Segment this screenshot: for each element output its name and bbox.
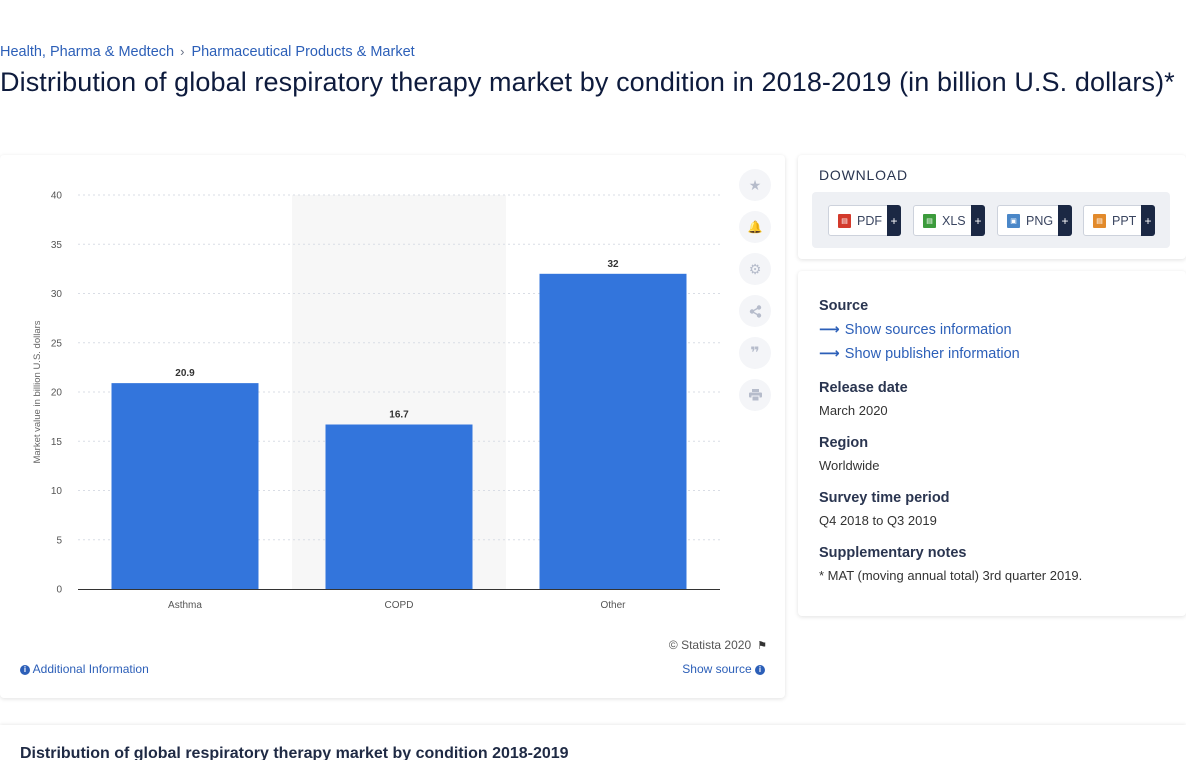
show-sources-label: Show sources information bbox=[844, 322, 1012, 338]
download-xls-label: XLS bbox=[942, 213, 966, 228]
info-icon: i bbox=[20, 664, 30, 675]
download-ppt-label: PPT bbox=[1112, 213, 1137, 228]
plus-icon: + bbox=[971, 205, 985, 236]
settings-button[interactable]: ⚙ bbox=[739, 253, 771, 285]
png-file-icon: ▣ bbox=[1007, 213, 1020, 228]
download-png-button[interactable]: ▣ PNG + bbox=[997, 205, 1072, 236]
show-sources-link[interactable]: ⟶ Show sources information bbox=[819, 322, 1012, 338]
description-section: Distribution of global respiratory thera… bbox=[0, 725, 1186, 760]
show-source-link[interactable]: Show source i bbox=[682, 662, 765, 676]
ppt-file-icon: ▤ bbox=[1093, 213, 1106, 228]
notification-button[interactable]: 🔔 bbox=[739, 211, 771, 243]
data-label: 32 bbox=[607, 259, 619, 270]
x-tick-label: Asthma bbox=[168, 600, 202, 611]
statistic-info-card: Source ⟶ Show sources information ⟶ Show p… bbox=[798, 271, 1186, 616]
data-label: 20.9 bbox=[175, 368, 195, 379]
breadcrumb-health-pharma[interactable]: Health, Pharma & Medtech bbox=[0, 44, 175, 60]
download-xls-button[interactable]: ▤ XLS + bbox=[913, 205, 985, 236]
x-tick-label: COPD bbox=[385, 600, 414, 611]
arrow-right-icon: ⟶ bbox=[819, 322, 840, 338]
plus-icon: + bbox=[887, 205, 901, 236]
chart-card: 0 5 10 15 20 25 30 35 40 20.9 Asthma 16.7 COPD 32 Othe… bbox=[0, 155, 785, 698]
show-source-label: Show source bbox=[682, 662, 752, 676]
breadcrumb-separator: › bbox=[180, 44, 185, 59]
y-tick-label: 0 bbox=[56, 585, 62, 596]
gear-icon: ⚙ bbox=[748, 260, 762, 277]
chart-tools: ★ 🔔 ⚙ ❞ bbox=[739, 169, 771, 421]
download-title: DOWNLOAD bbox=[819, 167, 908, 183]
download-options: ▤ PDF + ▤ XLS + ▣ PNG + ▤ PPT + bbox=[812, 192, 1170, 248]
plus-icon: + bbox=[1141, 205, 1155, 236]
release-date-value: March 2020 bbox=[819, 403, 888, 418]
download-pdf-label: PDF bbox=[857, 213, 882, 228]
info-icon: i bbox=[755, 664, 765, 675]
y-axis-label: Market value in billion U.S. dollars bbox=[32, 320, 43, 463]
quote-icon: ❞ bbox=[750, 345, 760, 362]
star-icon: ★ bbox=[748, 176, 762, 193]
download-card: DOWNLOAD ▤ PDF + ▤ XLS + ▣ PNG + ▤ PPT + bbox=[798, 155, 1186, 259]
y-tick-label: 30 bbox=[51, 289, 63, 300]
y-tick-label: 10 bbox=[51, 486, 63, 497]
bell-icon: 🔔 bbox=[747, 220, 763, 234]
arrow-right-icon: ⟶ bbox=[819, 346, 840, 362]
y-tick-label: 40 bbox=[51, 191, 63, 202]
bar-copd bbox=[325, 424, 473, 589]
page-title: Distribution of global respiratory thera… bbox=[0, 67, 1175, 97]
survey-period-value: Q4 2018 to Q3 2019 bbox=[819, 513, 937, 528]
source-heading: Source bbox=[819, 298, 869, 314]
bar-other bbox=[539, 273, 687, 589]
survey-period-heading: Survey time period bbox=[819, 490, 950, 506]
y-tick-label: 20 bbox=[51, 388, 63, 399]
show-publisher-link[interactable]: ⟶ Show publisher information bbox=[819, 346, 1020, 362]
copyright: © Statista 2020 ⚑ bbox=[669, 638, 767, 652]
plus-icon: + bbox=[1058, 205, 1072, 236]
data-label: 16.7 bbox=[389, 410, 409, 421]
flag-icon[interactable]: ⚑ bbox=[757, 640, 767, 652]
breadcrumb: Health, Pharma & Medtech › Pharmaceutical … bbox=[0, 44, 415, 60]
cite-button[interactable]: ❞ bbox=[739, 337, 771, 369]
additional-information-label: Additional Information bbox=[32, 662, 149, 676]
copyright-text: © Statista 2020 bbox=[668, 638, 752, 652]
breadcrumb-pharmaceutical-products[interactable]: Pharmaceutical Products & Market bbox=[191, 44, 415, 60]
supplementary-notes-heading: Supplementary notes bbox=[819, 545, 967, 561]
xls-file-icon: ▤ bbox=[923, 213, 936, 228]
region-heading: Region bbox=[819, 435, 869, 451]
show-publisher-label: Show publisher information bbox=[844, 346, 1020, 362]
release-date-heading: Release date bbox=[819, 380, 908, 396]
additional-information-link[interactable]: i Additional Information bbox=[20, 662, 149, 676]
download-png-label: PNG bbox=[1026, 213, 1054, 228]
download-ppt-button[interactable]: ▤ PPT + bbox=[1083, 205, 1155, 236]
y-tick-label: 15 bbox=[51, 437, 63, 448]
favorite-button[interactable]: ★ bbox=[739, 169, 771, 201]
share-button[interactable] bbox=[739, 295, 771, 327]
x-tick-label: Other bbox=[600, 600, 626, 611]
share-icon bbox=[749, 304, 761, 318]
supplementary-notes-value: * MAT (moving annual total) 3rd quarter … bbox=[819, 568, 1083, 583]
y-tick-label: 5 bbox=[56, 535, 62, 546]
bar-asthma bbox=[111, 383, 259, 589]
bar-chart: 0 5 10 15 20 25 30 35 40 20.9 Asthma 16.7 COPD 32 Othe… bbox=[32, 191, 720, 611]
pdf-file-icon: ▤ bbox=[838, 213, 851, 228]
region-value: Worldwide bbox=[819, 458, 880, 473]
print-button[interactable] bbox=[739, 379, 771, 411]
download-pdf-button[interactable]: ▤ PDF + bbox=[828, 205, 901, 236]
print-icon bbox=[748, 389, 762, 401]
y-tick-label: 25 bbox=[51, 338, 63, 349]
y-tick-label: 35 bbox=[51, 240, 63, 251]
description-title: Distribution of global respiratory thera… bbox=[20, 745, 569, 760]
